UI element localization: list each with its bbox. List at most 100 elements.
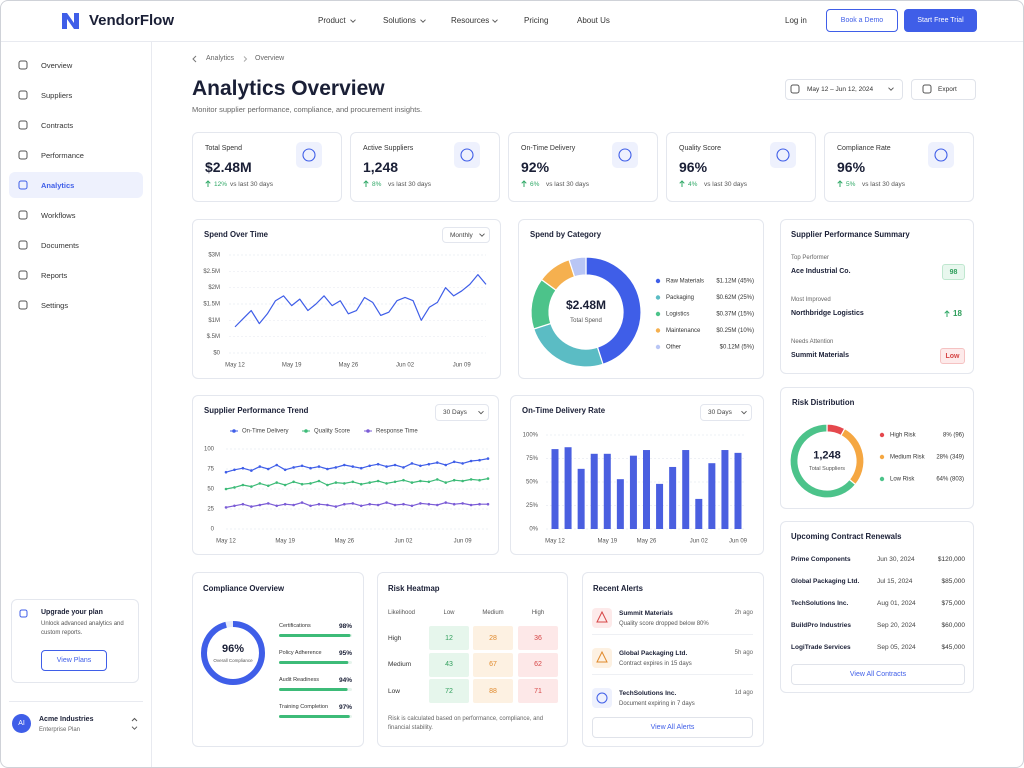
card: [518, 219, 764, 379]
kpi-icon: [770, 142, 796, 168]
heat-cell: 71: [518, 679, 558, 703]
kpi-change: 4%: [688, 180, 698, 188]
alert-message: Quality score dropped below 80%: [619, 621, 709, 627]
kpi-value: 92%: [521, 159, 550, 175]
column-header: Likelihood: [388, 610, 416, 616]
dropdown[interactable]: Monthly: [442, 227, 490, 243]
chart-title: Spend by Category: [530, 230, 602, 240]
heat-cell: 12: [429, 626, 469, 650]
renewal-amount: $75,000: [941, 599, 966, 607]
heatmap-note: Risk is calculated based on performance,…: [388, 716, 544, 731]
chart-title: Risk Distribution: [792, 398, 855, 408]
sidebar-item[interactable]: Analytics: [41, 180, 75, 190]
renewal-amount: $60,000: [941, 621, 966, 629]
summary-name: Northbridge Logistics: [791, 310, 864, 317]
alert-name: TechSolutions Inc.: [619, 689, 677, 697]
nav-link[interactable]: Log in: [785, 16, 807, 25]
compliance-value: 98%: [338, 622, 352, 630]
button[interactable]: View All Alerts: [592, 717, 753, 738]
kpi-label: Active Suppliers: [363, 145, 414, 152]
back-icon: [192, 55, 197, 63]
kpi-change: 6%: [530, 180, 540, 188]
button[interactable]: View All Contracts: [791, 664, 965, 685]
chevron: [131, 726, 138, 730]
renewal-date: Jun 30, 2024: [877, 555, 915, 563]
divider: [592, 674, 753, 675]
alert-name: Summit Materials: [619, 609, 673, 617]
badge: 18: [953, 309, 962, 318]
alert-icon: [592, 608, 612, 628]
column-header: High: [531, 610, 545, 616]
sidebar-item[interactable]: Documents: [41, 240, 79, 250]
card-title: Recent Alerts: [593, 584, 643, 594]
compliance-value: 95%: [338, 649, 352, 657]
breadcrumb: Overview: [255, 55, 285, 62]
chevron: [350, 19, 356, 23]
heat-cell: 62: [518, 652, 558, 677]
kpi-change: 5%: [846, 180, 856, 188]
column-header: Medium: [482, 610, 504, 616]
heat-cell: 67: [473, 652, 513, 677]
dropdown[interactable]: 30 Days: [435, 404, 489, 421]
page-subtitle: Monitor supplier performance, compliance…: [192, 104, 423, 114]
nav-link[interactable]: Pricing: [524, 16, 549, 25]
upgrade-title: Upgrade your plan: [41, 609, 103, 616]
sidebar-item[interactable]: Workflows: [41, 210, 76, 220]
sidebar-item[interactable]: Settings: [41, 300, 69, 310]
compliance-label: Training Completion: [279, 703, 329, 710]
heat-cell: 28: [473, 626, 513, 650]
nav-link[interactable]: Product: [318, 16, 346, 25]
nav-link[interactable]: Resources: [451, 16, 490, 25]
chart-title: On-Time Delivery Rate: [522, 406, 606, 416]
heat-cell: 88: [473, 679, 513, 703]
breadcrumb[interactable]: Analytics: [206, 55, 235, 62]
date-picker[interactable]: [785, 79, 903, 100]
row-label: Medium: [388, 661, 412, 668]
chevron: [131, 717, 138, 722]
compliance-label: Policy Adherence: [279, 649, 322, 656]
button[interactable]: Start Free Trial: [904, 9, 977, 32]
brand: VendorFlow: [89, 12, 175, 29]
kpi-icon: [454, 142, 480, 168]
icon: [18, 90, 28, 100]
kpi-value: 96%: [837, 159, 866, 175]
renewal-amount: $120,000: [937, 555, 965, 563]
summary-label: Needs Attention: [791, 339, 834, 345]
kpi-icon: [612, 142, 638, 168]
kpi-value: $2.48M: [205, 159, 252, 175]
card: [192, 219, 501, 379]
button[interactable]: View Plans: [41, 650, 107, 671]
renewal-supplier: LogiTrade Services: [791, 643, 851, 651]
nav-link[interactable]: About Us: [577, 16, 610, 25]
export-button[interactable]: [911, 79, 976, 100]
renewal-date: Aug 01, 2024: [877, 599, 916, 607]
user-name: Acme Industries: [39, 716, 94, 723]
icon: [18, 300, 28, 310]
kpi-value: 1,248: [363, 159, 399, 175]
summary-name: Ace Industrial Co.: [791, 268, 851, 275]
renewal-supplier: BuildPro Industries: [791, 621, 851, 629]
renewal-date: Sep 20, 2024: [877, 621, 916, 629]
alert-message: Document expiring in 7 days: [619, 701, 695, 707]
kpi-label: Total Spend: [205, 145, 242, 152]
chevron: [420, 19, 426, 23]
sidebar-item[interactable]: Reports: [41, 270, 68, 280]
card: [192, 572, 364, 747]
avatar: AI: [12, 714, 31, 733]
sidebar-item[interactable]: Overview: [41, 60, 73, 70]
heat-cell: 43: [429, 652, 469, 677]
icon: [18, 60, 28, 70]
column-header: Low: [443, 610, 455, 616]
dropdown[interactable]: 30 Days: [700, 404, 752, 421]
button[interactable]: Book a Demo: [826, 9, 898, 32]
sidebar-item[interactable]: Performance: [41, 150, 84, 160]
chart-title: Spend Over Time: [204, 230, 268, 240]
sidebar-item[interactable]: Suppliers: [41, 90, 73, 100]
card: [192, 395, 499, 555]
nav-link[interactable]: Solutions: [383, 16, 416, 25]
alert-name: Global Packaging Ltd.: [619, 649, 688, 657]
icon: [18, 240, 28, 250]
row-label: Low: [388, 687, 400, 695]
card-title: Supplier Performance Summary: [791, 230, 910, 240]
sidebar-item[interactable]: Contracts: [41, 120, 74, 130]
